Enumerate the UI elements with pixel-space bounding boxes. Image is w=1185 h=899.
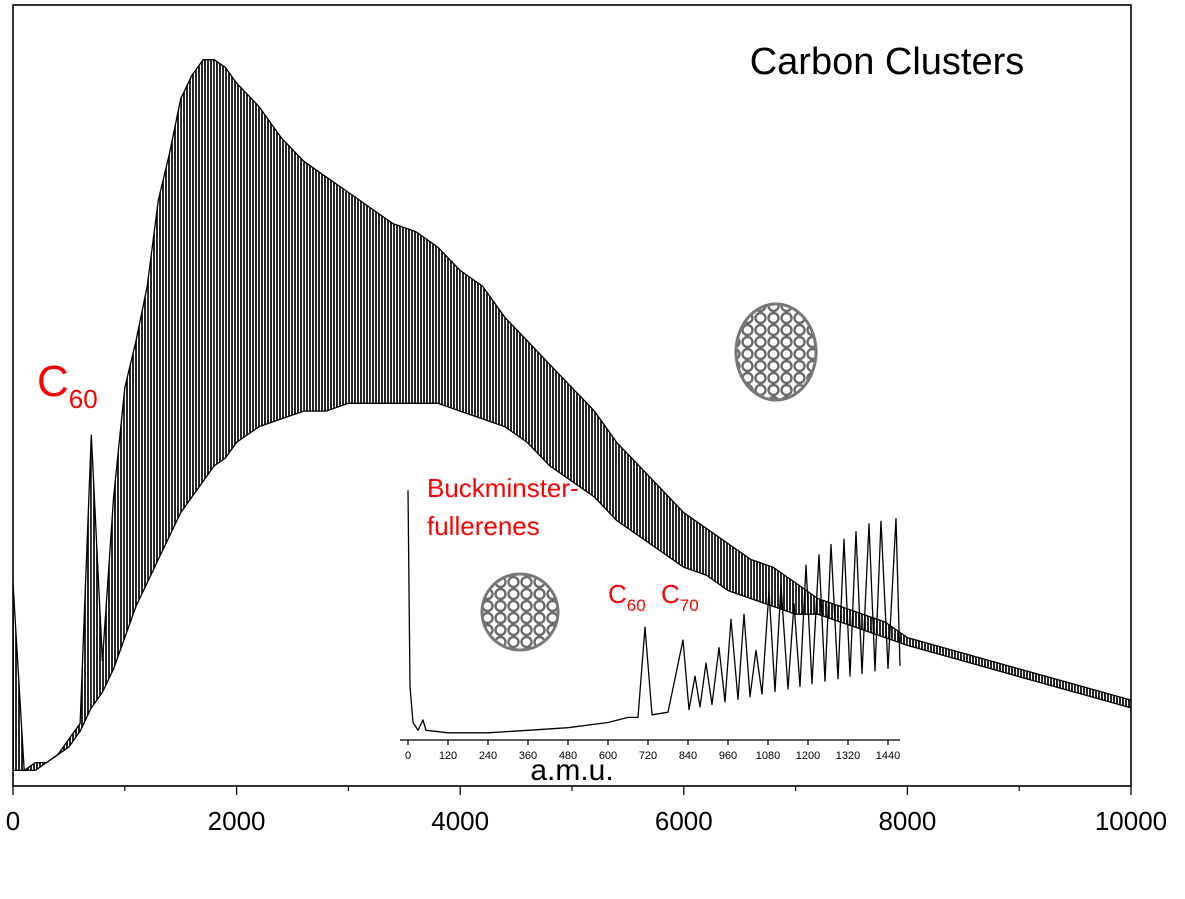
x-tick-label: 480 — [559, 750, 577, 762]
x-tick-label: 240 — [479, 750, 497, 762]
spectrum-band — [415, 231, 438, 404]
fullerene-image — [734, 302, 818, 402]
x-tick-label: 2000 — [208, 806, 266, 836]
spectrum-band — [750, 559, 774, 607]
fullerene-image — [480, 572, 560, 652]
spectrum-band — [191, 59, 204, 497]
x-axis-label: a.m.u. — [530, 754, 613, 787]
spectrum-band — [147, 200, 159, 583]
annotation: fullerenes — [427, 511, 540, 541]
spectrum-band — [281, 137, 304, 419]
spectrum-band — [203, 59, 215, 482]
spectrum-band — [113, 387, 125, 669]
spectrum-band — [225, 67, 237, 458]
plot-frame — [12, 4, 1132, 787]
annotation-subscript: 60 — [69, 384, 98, 414]
spectrum-band — [169, 98, 181, 537]
annotation-subscript: 70 — [680, 596, 699, 615]
chart-title: Carbon Clusters — [750, 41, 1025, 83]
x-tick-label: 0 — [405, 750, 411, 762]
spectrum-band — [1019, 668, 1076, 693]
spectrum-band — [158, 153, 170, 560]
spectrum-band — [683, 512, 707, 576]
spectrum-band — [706, 528, 729, 591]
spectrum-band — [214, 59, 226, 466]
spectrum-band — [326, 176, 349, 412]
spectrum-band — [862, 614, 885, 638]
spectrum-band — [437, 247, 461, 412]
spectrum-band — [303, 161, 326, 412]
spectrum-band — [393, 223, 416, 404]
x-tick-label: 8000 — [878, 806, 936, 836]
x-tick-label: 1200 — [796, 750, 820, 762]
spectrum-band — [549, 364, 572, 482]
annotation: C70 — [661, 579, 699, 615]
spectrum-band — [616, 442, 640, 537]
x-tick-label: 1320 — [836, 750, 860, 762]
spectrum-band — [661, 489, 684, 568]
spectrum-band — [68, 723, 81, 747]
spectrum-band — [504, 317, 528, 443]
x-tick-label: 6000 — [655, 806, 713, 836]
x-tick-label: 120 — [439, 750, 457, 762]
spectrum-band — [728, 543, 751, 599]
x-tick-label: 4000 — [431, 806, 489, 836]
spectrum-band — [136, 286, 148, 607]
x-tick-label: 1080 — [756, 750, 780, 762]
spectrum-envelope — [12, 59, 1132, 772]
spectrum-band — [236, 83, 259, 443]
annotation: C60 — [608, 579, 646, 615]
spectrum-band — [124, 340, 136, 638]
spectrum-envelope — [13, 402, 1132, 772]
annotation: C60 — [37, 357, 98, 414]
spectrum-band — [639, 465, 662, 552]
annotation-text: C — [37, 357, 69, 406]
x-tick-label: 360 — [519, 750, 537, 762]
spectrum-band — [907, 637, 964, 661]
spectrum-line — [407, 490, 901, 734]
spectrum-band — [370, 208, 394, 404]
spectrum-band — [259, 106, 282, 427]
x-tick-label: 720 — [639, 750, 657, 762]
annotation-text: C — [661, 579, 680, 609]
spectrum-band — [460, 270, 483, 419]
annotation: Buckminster- — [427, 473, 579, 503]
spectrum-band — [1075, 684, 1131, 708]
x-tick-label: 600 — [599, 750, 617, 762]
x-tick-label: 0 — [6, 806, 20, 836]
x-tick-label: 10000 — [1095, 806, 1167, 836]
spectrum-band — [795, 582, 818, 615]
annotation-text: C — [608, 579, 627, 609]
spectrum-band — [180, 75, 192, 513]
x-tick-label: 960 — [719, 750, 737, 762]
annotation-subscript: 60 — [627, 596, 646, 615]
spectrum-band — [840, 606, 863, 630]
spectrum-band — [348, 192, 371, 404]
spectrum-band — [594, 411, 617, 521]
spectrum-band — [572, 387, 595, 497]
spectrum-band — [482, 286, 505, 427]
x-tick-label: 840 — [679, 750, 697, 762]
x-tick-label: 1440 — [876, 750, 900, 762]
spectrum-band — [527, 340, 550, 466]
spectrum-band — [963, 653, 1020, 677]
